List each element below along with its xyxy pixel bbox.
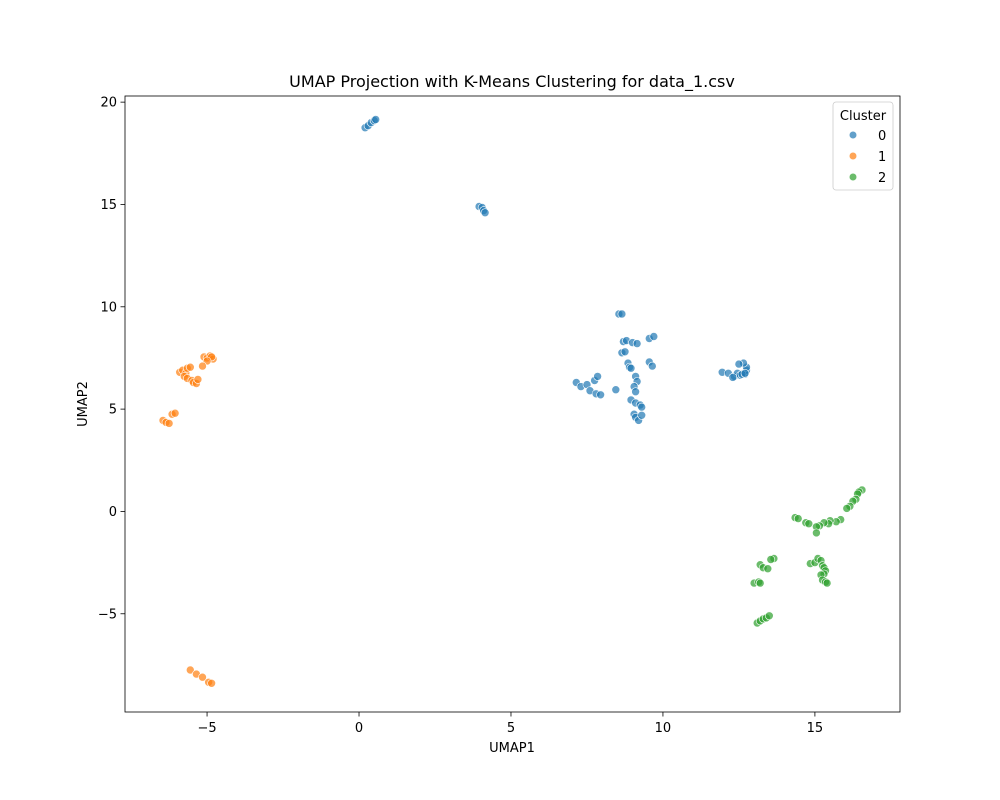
data-point-cluster-2 [812, 528, 821, 538]
legend-title: Cluster [840, 109, 887, 124]
x-tick-label: −5 [197, 721, 216, 736]
data-point-cluster-2 [793, 514, 803, 523]
data-point-cluster-2 [764, 611, 774, 621]
data-point-cluster-0 [631, 387, 640, 397]
y-tick-label: 10 [100, 300, 117, 315]
data-point-cluster-0 [617, 309, 627, 319]
x-tick-label: 5 [507, 721, 515, 736]
plot-frame [124, 95, 901, 713]
legend-marker-2 [849, 173, 857, 181]
data-point-cluster-2 [804, 519, 814, 529]
x-axis-ticks: −5 0 5 10 15 [197, 712, 823, 736]
data-point-cluster-1 [170, 408, 180, 418]
legend-marker-0 [849, 131, 857, 139]
data-point-cluster-2 [822, 578, 832, 588]
data-point-cluster-0 [632, 339, 642, 348]
legend-label-2: 2 [878, 171, 886, 186]
x-tick-label: 15 [807, 721, 824, 736]
data-point-cluster-0 [637, 402, 647, 412]
legend-box [832, 101, 894, 191]
data-point-cluster-1 [164, 419, 174, 428]
data-point-cluster-0 [647, 361, 657, 371]
y-tick-label: 15 [100, 198, 117, 213]
x-tick-label: 0 [355, 721, 363, 736]
data-point-cluster-0 [740, 368, 750, 378]
data-point-cluster-1 [207, 678, 216, 688]
y-tick-label: 20 [100, 96, 117, 111]
data-point-cluster-0 [480, 208, 490, 217]
y-tick-label: 5 [109, 403, 117, 418]
plot-area [125, 96, 900, 712]
y-axis-label: UMAP2 [76, 381, 91, 427]
data-point-cluster-0 [734, 359, 744, 369]
data-point-cluster-0 [626, 363, 636, 373]
data-points [158, 115, 867, 688]
data-point-cluster-0 [649, 332, 659, 341]
x-axis-label: UMAP1 [489, 741, 535, 756]
data-point-cluster-2 [766, 555, 776, 564]
data-point-cluster-2 [763, 564, 773, 574]
data-point-cluster-1 [198, 361, 207, 371]
legend: Cluster 0 1 2 [832, 101, 894, 191]
data-point-cluster-0 [596, 390, 605, 400]
legend-marker-1 [849, 152, 857, 160]
y-tick-label: 0 [109, 505, 117, 520]
x-tick-label: 10 [655, 721, 672, 736]
data-point-cluster-0 [620, 347, 630, 357]
data-point-cluster-2 [842, 504, 852, 513]
data-point-cluster-0 [371, 115, 381, 124]
data-point-cluster-0 [593, 372, 602, 381]
data-point-cluster-2 [755, 578, 765, 588]
y-tick-label: −5 [98, 607, 117, 622]
data-point-cluster-1 [193, 375, 203, 384]
data-point-cluster-1 [198, 672, 207, 682]
chart-title: UMAP Projection with K-Means Clustering … [289, 72, 735, 92]
data-point-cluster-1 [186, 362, 195, 372]
data-point-cluster-0 [728, 373, 738, 382]
legend-label-1: 1 [878, 150, 886, 165]
data-point-cluster-1 [186, 665, 195, 675]
y-axis-ticks: −5 0 5 10 15 20 [98, 96, 125, 622]
legend-label-0: 0 [878, 129, 886, 144]
data-point-cluster-0 [611, 385, 621, 395]
data-point-cluster-0 [637, 410, 647, 420]
